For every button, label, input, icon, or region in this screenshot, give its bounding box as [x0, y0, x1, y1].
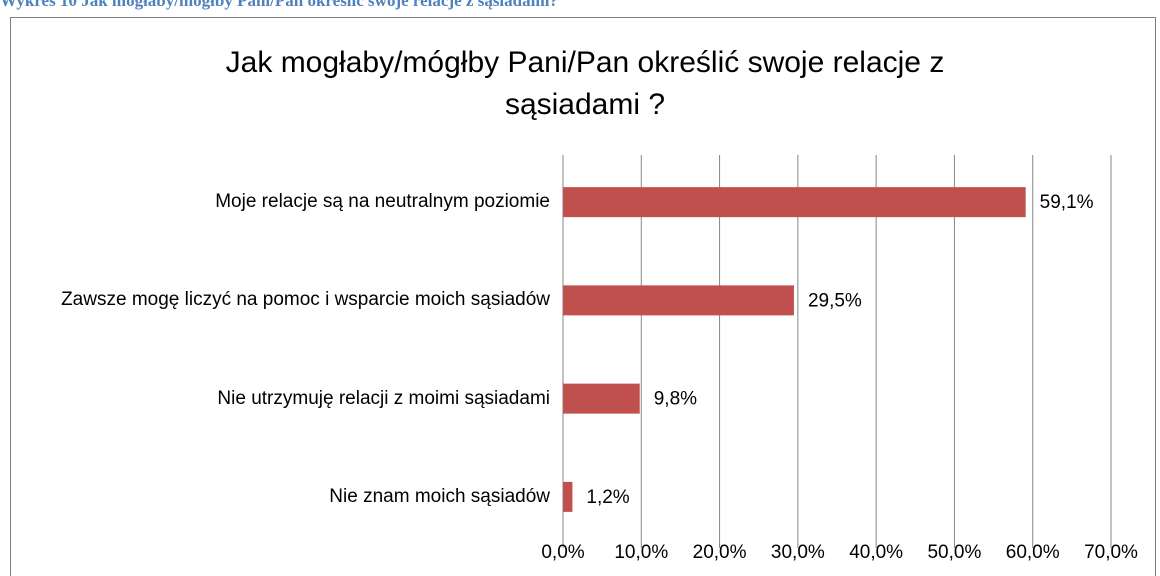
x-tick-label: 70,0% — [1084, 542, 1138, 563]
category-label: Moje relacje są na neutralnym poziomie — [215, 191, 550, 213]
category-label: Nie utrzymuję relacji z moimi sąsiadami — [217, 387, 550, 409]
x-tick-label: 0,0% — [541, 542, 584, 563]
x-tick-label: 30,0% — [771, 542, 825, 563]
caption: Wykres 10 Jak mogłaby/mógłby Pani/Pan ok… — [0, 0, 558, 10]
data-label: 59,1% — [1040, 192, 1094, 213]
data-label: 9,8% — [654, 389, 697, 410]
x-tick-label: 10,0% — [614, 542, 668, 563]
x-tick-label: 20,0% — [693, 542, 747, 563]
category-label: Zawsze mogę liczyć na pomoc i wsparcie m… — [61, 289, 550, 311]
category-label: Nie znam moich sąsiadów — [329, 485, 550, 507]
data-label: 1,2% — [586, 487, 629, 508]
x-tick-label: 50,0% — [927, 542, 981, 563]
x-tick-label: 40,0% — [849, 542, 903, 563]
bar — [563, 285, 794, 316]
bar — [563, 481, 573, 512]
chart-frame — [10, 17, 1156, 576]
chart-title: Jak mogłaby/mógłby Pani/Pan określić swo… — [225, 46, 945, 121]
x-tick-label: 60,0% — [1006, 542, 1060, 563]
data-label: 29,5% — [808, 290, 862, 311]
bar — [563, 187, 1026, 218]
bar — [563, 383, 640, 414]
